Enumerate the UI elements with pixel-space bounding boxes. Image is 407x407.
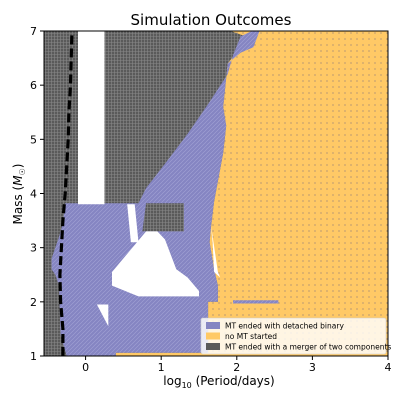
legend-label: no MT started bbox=[225, 332, 277, 341]
y-tick-label: 2 bbox=[30, 296, 37, 309]
y-tick-label: 3 bbox=[30, 242, 37, 255]
x-tick-label: 4 bbox=[385, 361, 392, 374]
boundary-line bbox=[58, 31, 74, 356]
legend-label: MT ended with detached binary bbox=[225, 322, 344, 331]
legend-swatch bbox=[206, 322, 220, 329]
plot-area bbox=[44, 31, 388, 356]
y-tick-label: 7 bbox=[30, 25, 37, 38]
region-empty-sliver bbox=[211, 226, 221, 278]
x-axis-label: log10 (Period/days) bbox=[163, 374, 274, 390]
y-tick-label: 1 bbox=[30, 350, 37, 363]
x-tick-label: 1 bbox=[158, 361, 165, 374]
region-mt-detached-strip bbox=[233, 300, 279, 304]
x-axis: 0 1 2 3 4 bbox=[82, 356, 392, 374]
region-empty-wedge bbox=[96, 304, 109, 327]
x-tick-label: 3 bbox=[309, 361, 316, 374]
y-axis: 1 2 3 4 5 6 7 bbox=[30, 25, 44, 363]
region-merger-block bbox=[142, 203, 184, 232]
legend-swatch bbox=[206, 332, 220, 340]
y-tick-label: 6 bbox=[30, 79, 37, 92]
legend-label: MT ended with a merger of two components bbox=[225, 343, 391, 352]
region-empty-notch bbox=[127, 204, 139, 243]
x-tick-label: 2 bbox=[233, 361, 240, 374]
region-empty-inner bbox=[112, 231, 199, 297]
region-no-mt-started bbox=[115, 31, 388, 356]
y-tick-label: 5 bbox=[30, 133, 37, 146]
chart-title: Simulation Outcomes bbox=[131, 11, 292, 29]
x-tick-label: 0 bbox=[82, 361, 89, 374]
legend-swatch bbox=[206, 343, 220, 350]
y-tick-label: 4 bbox=[30, 188, 37, 201]
legend-box bbox=[200, 317, 387, 355]
region-empty-bar bbox=[78, 31, 105, 205]
region-mt-detached bbox=[51, 31, 260, 356]
y-axis-label: Mass (M☉) bbox=[11, 164, 27, 225]
